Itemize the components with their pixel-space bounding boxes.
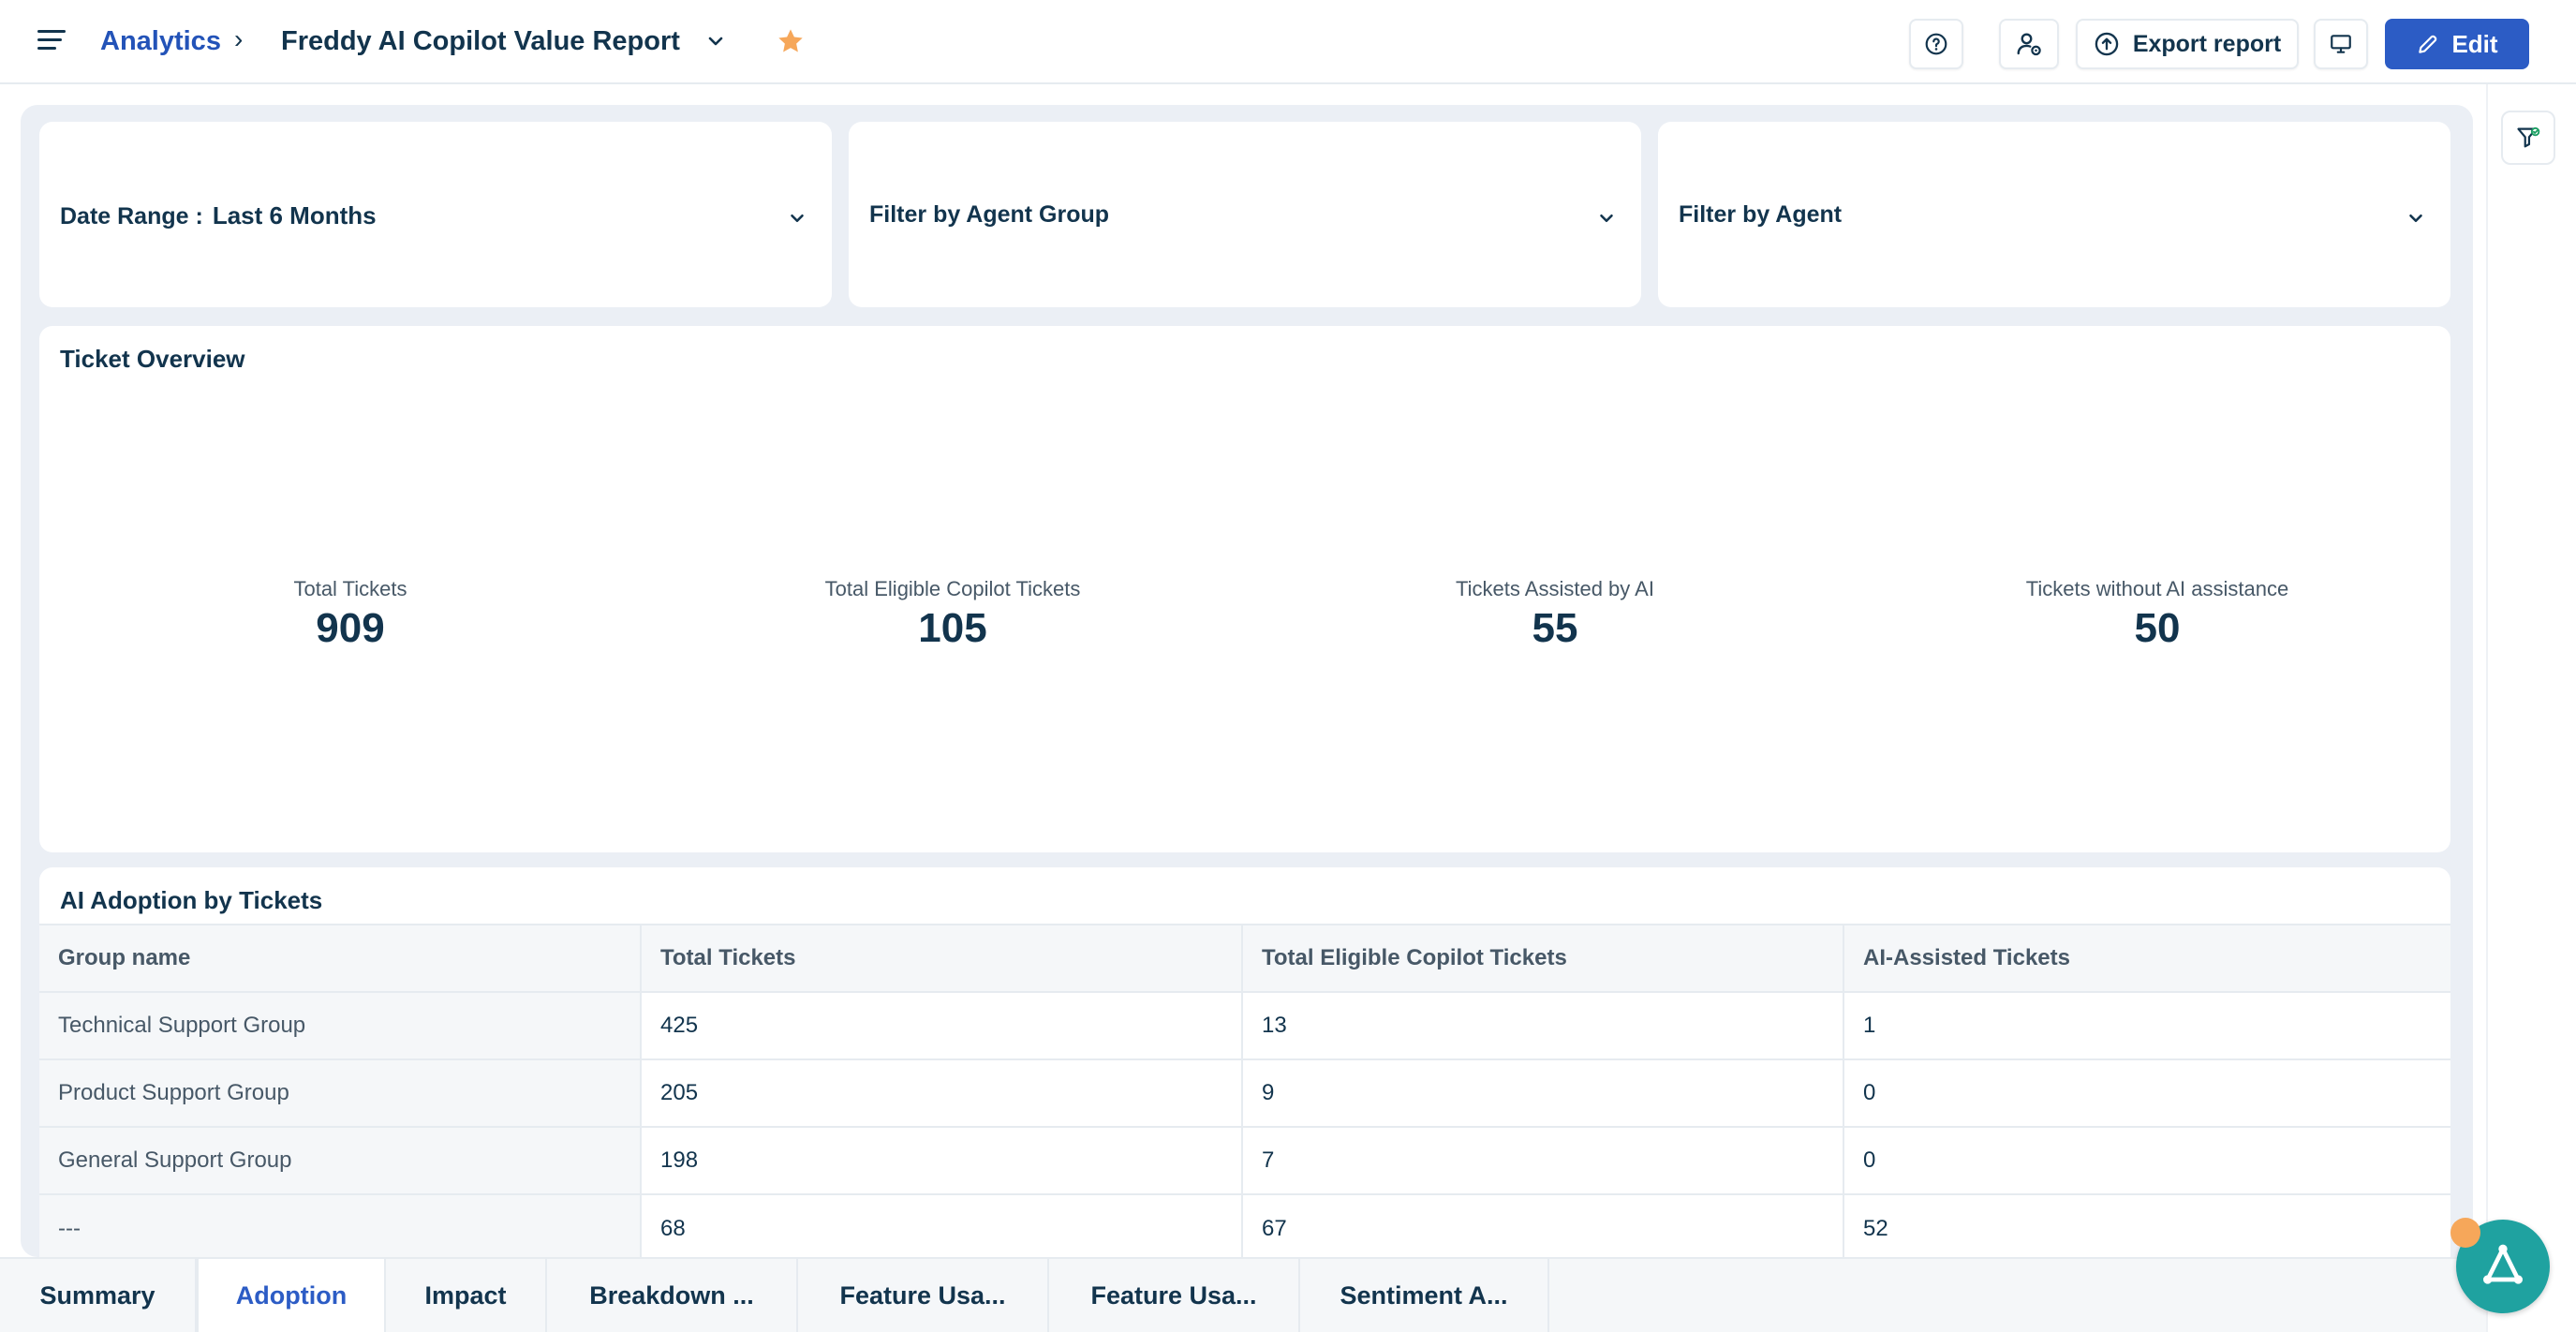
table-header-row: Group name Total Tickets Total Eligible … — [39, 924, 2450, 992]
table-row: Product Support Group 205 9 0 — [39, 1058, 2450, 1127]
page-title: Freddy AI Copilot Value Report — [281, 26, 680, 56]
table-cell: 1 — [1843, 991, 2450, 1059]
metric-value: 105 — [918, 605, 987, 651]
edit-label: Edit — [2451, 29, 2498, 58]
notification-dot — [2450, 1218, 2480, 1248]
column-header[interactable]: Total Tickets — [640, 924, 1242, 992]
adoption-table: Group name Total Tickets Total Eligible … — [39, 924, 2450, 1261]
column-header[interactable]: Total Eligible Copilot Tickets — [1241, 924, 1843, 992]
tab-feature-usage-1[interactable]: Feature Usa... — [798, 1259, 1049, 1332]
table-cell: --- — [39, 1193, 641, 1261]
breadcrumb-analytics-link[interactable]: Analytics — [100, 26, 221, 56]
top-header: Analytics › Freddy AI Copilot Value Repo… — [0, 0, 2576, 84]
menu-icon[interactable] — [37, 30, 66, 54]
table-cell: 205 — [640, 1058, 1242, 1127]
table-cell: 9 — [1241, 1058, 1843, 1127]
table-row: --- 68 67 52 — [39, 1193, 2450, 1261]
metric-eligible-copilot-tickets: Total Eligible Copilot Tickets 105 — [672, 577, 1234, 652]
chevron-down-icon[interactable] — [704, 30, 727, 52]
metric-tickets-assisted: Tickets Assisted by AI 55 — [1274, 577, 1836, 652]
metric-tickets-without-ai: Tickets without AI assistance 50 — [1876, 577, 2438, 652]
agent-filter-label: Filter by Agent — [1679, 201, 1843, 228]
ai-adoption-card: AI Adoption by Tickets Group name Total … — [39, 867, 2450, 1261]
present-button[interactable] — [2314, 19, 2368, 69]
date-range-value: Last 6 Months — [212, 201, 377, 229]
export-report-label: Export report — [2132, 30, 2282, 57]
chevron-down-icon — [2409, 214, 2422, 223]
agent-group-filter-label: Filter by Agent Group — [869, 201, 1110, 228]
upload-icon — [2095, 32, 2119, 56]
user-settings-icon — [2017, 33, 2041, 56]
table-cell: 0 — [1843, 1058, 2450, 1127]
breadcrumb-separator-icon: › — [234, 24, 244, 53]
table-cell: Technical Support Group — [39, 991, 641, 1059]
freddy-ai-icon — [2483, 1244, 2523, 1284]
table-cell: 52 — [1843, 1193, 2450, 1261]
tab-feature-usage-2[interactable]: Feature Usa... — [1049, 1259, 1300, 1332]
table-cell: General Support Group — [39, 1126, 641, 1194]
column-header[interactable]: Group name — [39, 924, 641, 992]
tab-breakdown[interactable]: Breakdown ... — [547, 1259, 798, 1332]
table-cell: 67 — [1241, 1193, 1843, 1261]
table-cell: 68 — [640, 1193, 1242, 1261]
table-row: General Support Group 198 7 0 — [39, 1126, 2450, 1194]
metric-value: 50 — [2134, 605, 2181, 651]
edit-button[interactable]: Edit — [2385, 19, 2529, 69]
filter-icon — [2517, 126, 2540, 148]
table-cell: 198 — [640, 1126, 1242, 1194]
pencil-icon — [2419, 35, 2437, 53]
table-row: Technical Support Group 425 13 1 — [39, 991, 2450, 1059]
agent-filter[interactable]: Filter by Agent — [1658, 122, 2450, 307]
chevron-down-icon — [791, 214, 804, 223]
table-cell: 13 — [1241, 991, 1843, 1059]
metric-value: 55 — [1532, 605, 1578, 651]
chevron-down-icon — [1600, 214, 1613, 223]
tab-sentiment[interactable]: Sentiment A... — [1300, 1259, 1549, 1332]
tab-impact[interactable]: Impact — [386, 1259, 547, 1332]
date-range-filter[interactable]: Date Range : Last 6 Months — [39, 122, 832, 307]
filter-panel-button[interactable] — [2501, 111, 2555, 165]
metric-total-tickets: Total Tickets 909 — [69, 577, 631, 652]
table-cell: 425 — [640, 991, 1242, 1059]
metric-value: 909 — [316, 605, 385, 651]
column-header[interactable]: AI-Assisted Tickets — [1843, 924, 2450, 992]
favorite-star-icon[interactable] — [776, 26, 806, 56]
metric-label: Total Eligible Copilot Tickets — [824, 577, 1081, 600]
export-report-button[interactable]: Export report — [2076, 19, 2299, 69]
monitor-icon — [2331, 35, 2351, 53]
date-range-text: Date Range : Last 6 Months — [60, 201, 377, 230]
tab-adoption[interactable]: Adoption — [197, 1259, 386, 1332]
metric-label: Tickets Assisted by AI — [1456, 577, 1654, 600]
table-cell: Product Support Group — [39, 1058, 641, 1127]
tab-summary[interactable]: Summary — [0, 1259, 197, 1332]
report-tab-bar: Summary Adoption Impact Breakdown ... Fe… — [0, 1257, 2486, 1332]
date-range-label: Date Range : — [60, 203, 203, 229]
metric-label: Total Tickets — [293, 577, 407, 600]
right-rail — [2486, 84, 2576, 1332]
ai-adoption-title: AI Adoption by Tickets — [60, 886, 323, 914]
table-cell: 7 — [1241, 1126, 1843, 1194]
metric-label: Tickets without AI assistance — [2025, 577, 2289, 600]
help-icon — [1925, 33, 1947, 55]
ticket-overview-card: Ticket Overview Total Tickets 909 Total … — [39, 326, 2450, 852]
table-cell: 0 — [1843, 1126, 2450, 1194]
share-user-button[interactable] — [1999, 19, 2059, 69]
agent-group-filter[interactable]: Filter by Agent Group — [849, 122, 1641, 307]
ticket-overview-title: Ticket Overview — [60, 345, 245, 373]
help-button[interactable] — [1909, 19, 1963, 69]
